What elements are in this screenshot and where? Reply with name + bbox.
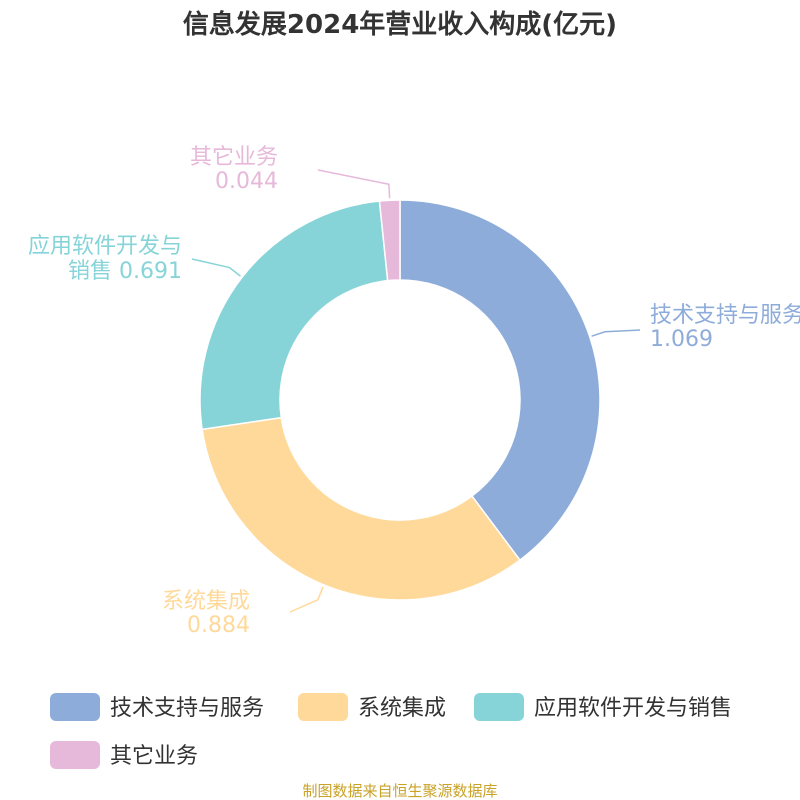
leader-line-4 [317,169,391,199]
donut-slices [199,199,601,601]
slice-2[interactable] [201,416,521,601]
chart-title: 信息发展2024年营业收入构成(亿元) [183,9,617,40]
legend-label-4[interactable]: 其它业务 [110,744,198,769]
leader-line-1 [591,329,641,337]
slice-label-4-line-2: 0.044 [215,169,278,194]
leader-line-3 [191,258,241,277]
source-note: 制图数据来自恒生聚源数据库 [302,782,497,800]
legend-swatch-2[interactable] [298,693,348,721]
slice-label-1-line-1: 技术支持与服务 [650,303,800,328]
legend-label-2[interactable]: 系统集成 [358,696,446,721]
legend-swatch-3[interactable] [474,693,524,721]
slice-label-1-line-2: 1.069 [650,327,713,352]
slice-label-4-line-1: 其它业务 [190,145,278,170]
slice-label-2-line-1: 系统集成 [162,589,250,614]
leader-line-2 [289,586,324,613]
slice-4[interactable] [378,199,401,282]
legend-label-3[interactable]: 应用软件开发与销售 [534,696,732,721]
legend-swatch-4[interactable] [50,741,100,769]
slice-label-3-line-2: 销售 0.691 [68,259,182,284]
legend-label-1[interactable]: 技术支持与服务 [110,696,264,721]
slice-3[interactable] [199,200,389,431]
legend-swatch-1[interactable] [50,693,100,721]
slice-label-2-line-2: 0.884 [187,613,250,638]
slice-1[interactable] [399,199,601,562]
slice-label-3-line-1: 应用软件开发与 [28,234,182,259]
